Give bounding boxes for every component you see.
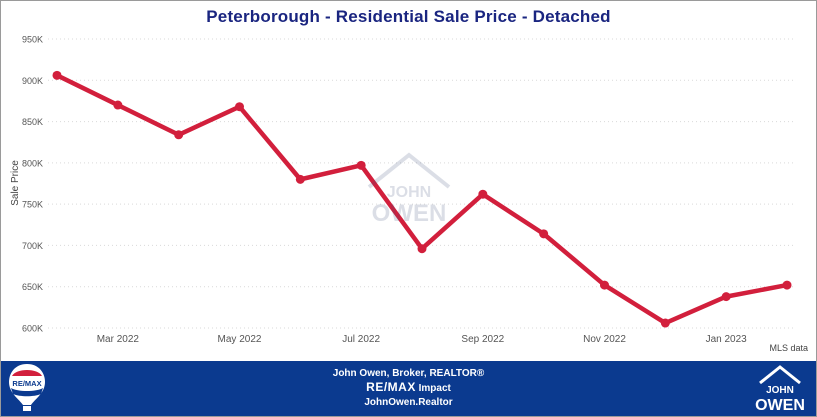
x-axis-ticks: Mar 2022 May 2022 Jul 2022 Sep 2022 Nov 2022… (97, 334, 747, 345)
y-axis-ticks: 600K 650K 700K 750K 800K 850K 900K 950K (22, 35, 43, 334)
source-note: MLS data (769, 343, 808, 353)
y-tick-label: 700K (22, 241, 43, 251)
footer-text: John Owen, Broker, REALTOR® RE/MAX Impac… (1, 367, 816, 409)
remax-balloon-logo: RE/MAX (9, 364, 45, 411)
y-tick-label: 650K (22, 282, 43, 292)
data-point (417, 244, 427, 254)
y-tick-label: 800K (22, 158, 43, 168)
data-point (721, 292, 731, 302)
watermark-line1: JOHN (387, 184, 431, 201)
owen-logo-line1: JOHN (766, 385, 794, 396)
data-point (174, 130, 184, 140)
footer-broker-name: John Owen, Broker, REALTOR® (332, 368, 485, 379)
x-tick-label: Jul 2022 (342, 334, 380, 345)
house-roof-icon (759, 365, 801, 385)
chart-title: Peterborough - Residential Sale Price - … (206, 7, 611, 26)
x-tick-label: Mar 2022 (97, 334, 140, 345)
x-tick-label: Nov 2022 (583, 334, 626, 345)
data-point (539, 229, 549, 239)
gridlines (48, 38, 796, 329)
data-point (660, 318, 670, 328)
x-tick-label: Jan 2023 (706, 334, 748, 345)
data-point (52, 70, 62, 80)
y-tick-label: 850K (22, 117, 43, 127)
data-point (235, 102, 244, 112)
footer-brand-suffix: Impact (418, 383, 451, 394)
footer-brand: RE/MAX (366, 380, 416, 394)
data-point (600, 280, 609, 290)
x-tick-label: May 2022 (218, 334, 262, 345)
watermark-logo: JOHN OWEN (367, 152, 451, 227)
series-layer (52, 70, 792, 328)
line-chart: 600K 650K 700K 750K 800K 850K 900K 950K Mar 202… (10, 35, 796, 345)
data-point (782, 280, 792, 290)
data-point (356, 160, 366, 170)
y-axis-label: Sale Price (10, 160, 21, 206)
y-tick-label: 600K (22, 324, 43, 334)
data-point (295, 174, 305, 184)
data-point (478, 189, 488, 199)
footer-brokerage: RE/MAX Impact (1, 380, 816, 396)
y-tick-label: 750K (22, 200, 43, 210)
owen-logo-line2: OWEN (755, 397, 805, 413)
footer-banner: RE/MAX John Owen, Broker, REALTOR® RE/MA… (1, 361, 816, 416)
remax-logo-text: RE/MAX (12, 379, 41, 388)
house-outline-icon (367, 152, 451, 189)
john-owen-logo: JOHN OWEN (755, 365, 805, 413)
y-tick-label: 900K (22, 76, 43, 86)
y-tick-label: 950K (22, 35, 43, 45)
watermark-line2: OWEN (372, 200, 447, 227)
x-tick-label: Sep 2022 (461, 334, 504, 345)
data-point (113, 100, 123, 110)
footer-website: JohnOwen.Realtor (364, 397, 453, 408)
